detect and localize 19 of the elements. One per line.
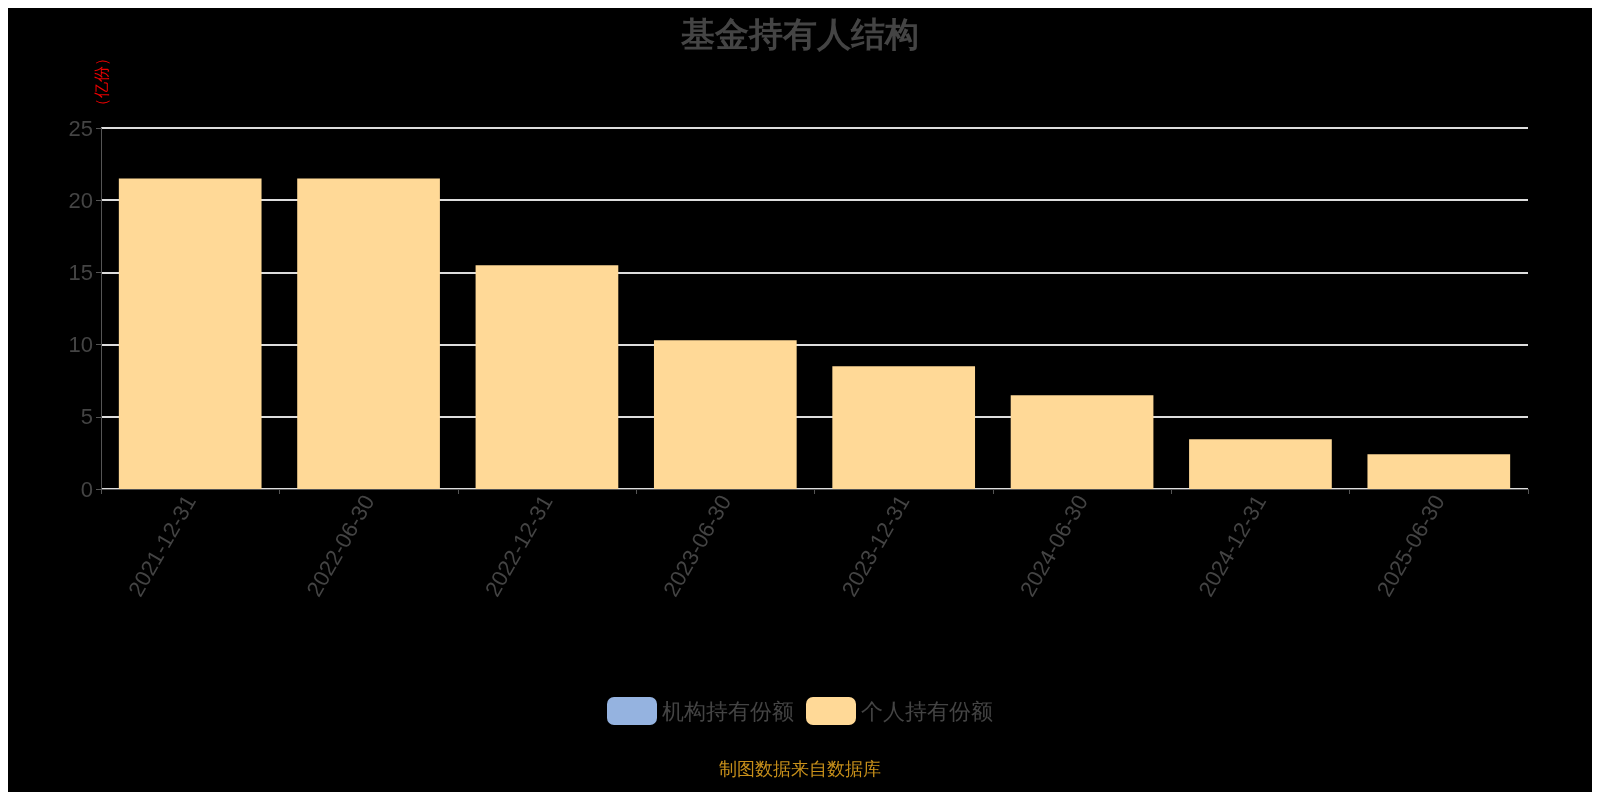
bar [1010, 395, 1154, 489]
y-tick-label: 10 [68, 332, 93, 358]
bar [832, 366, 976, 489]
text: 制图数据来自数据库 [719, 759, 881, 779]
y-tick-label: 25 [68, 115, 93, 141]
legend-label: 个人持有份额 [861, 698, 993, 724]
y-tick-label: 15 [68, 259, 93, 285]
bar [475, 265, 619, 489]
legend-label: 机构持有份额 [662, 698, 794, 724]
bar [1367, 454, 1511, 489]
y-tick-label: 20 [68, 187, 93, 213]
y-tick-label: 5 [80, 404, 93, 430]
y-axis-title: （亿份） [92, 50, 110, 115]
bar [1189, 439, 1332, 489]
bar [297, 178, 440, 489]
y-tick-label: 0 [80, 476, 93, 502]
chart-title: 基金持有人结构 [680, 15, 919, 53]
bar [118, 178, 262, 489]
bar [653, 340, 797, 489]
